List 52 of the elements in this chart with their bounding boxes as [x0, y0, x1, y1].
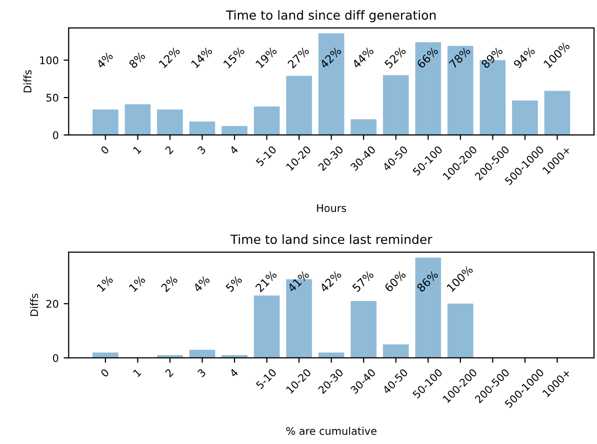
y-axis-title: Diffs	[30, 294, 38, 316]
y-axis-title: Diffs	[23, 70, 32, 92]
bar	[254, 106, 280, 135]
bar	[448, 304, 474, 358]
x-tick-label: 1	[132, 146, 142, 154]
bar	[512, 100, 538, 135]
bar	[92, 352, 118, 358]
bar	[318, 33, 344, 135]
chart-title: Time to land since last reminder	[230, 234, 432, 244]
y-tick-label: 0	[52, 131, 58, 140]
x-axis-title: Hours	[317, 204, 346, 212]
annotation: 1%	[96, 274, 114, 292]
bar	[254, 296, 280, 358]
x-tick-label: 0	[100, 368, 110, 378]
y-tick-label: 20	[46, 300, 58, 308]
bar	[189, 122, 216, 135]
bar	[415, 42, 442, 135]
x-tick-label: 4	[229, 368, 238, 378]
chart-title: Time to land since diff generation	[226, 10, 436, 22]
annotation: 1%	[128, 274, 146, 292]
bar	[350, 300, 377, 358]
annotation: 4%	[192, 274, 210, 293]
annotation: 2%	[160, 274, 178, 292]
bar	[382, 75, 409, 135]
bar	[157, 355, 183, 358]
bar	[222, 126, 248, 135]
bar	[415, 258, 442, 358]
bar	[222, 355, 248, 358]
bar	[350, 119, 377, 135]
bar	[448, 46, 474, 135]
bar	[189, 350, 216, 358]
bar	[157, 110, 183, 135]
x-tick-label: 1	[132, 368, 142, 378]
x-tick-label: 3	[197, 145, 206, 155]
x-tick-label: 2	[164, 368, 174, 378]
x-tick-label: 2	[164, 146, 174, 154]
x-axis-title: % are cumulative	[286, 426, 376, 435]
annotation: 5%	[225, 274, 243, 292]
x-tick-label: 0	[100, 145, 110, 155]
annotation: 4%	[96, 51, 114, 69]
x-tick-label: 4	[229, 145, 238, 155]
bar	[382, 344, 409, 358]
bar	[286, 76, 312, 135]
annotation: 8%	[128, 51, 146, 69]
bar	[544, 90, 570, 135]
y-tick-label: 100	[40, 56, 58, 64]
y-tick-label: 0	[52, 354, 58, 362]
bar	[92, 110, 118, 135]
y-tick-label: 50	[46, 94, 58, 102]
x-tick-label: 3	[197, 368, 206, 378]
bar	[318, 352, 344, 358]
bar	[124, 104, 151, 135]
